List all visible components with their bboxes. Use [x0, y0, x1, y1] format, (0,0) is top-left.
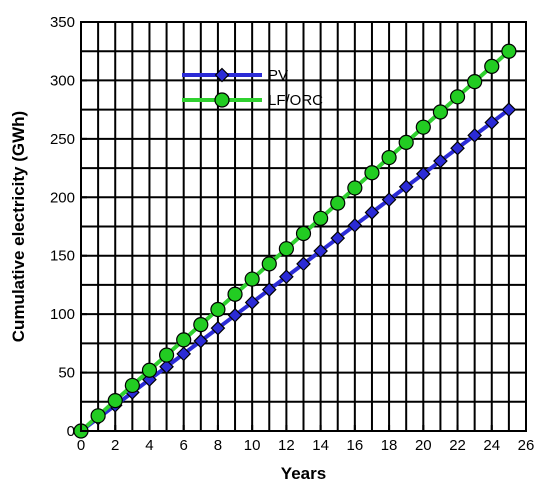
data-point: [484, 115, 500, 130]
y-tick-label: 0: [67, 423, 75, 440]
data-point: [279, 269, 294, 285]
data-point: [210, 301, 226, 318]
y-axis-title: Cumulative electricity (GWh): [9, 111, 28, 342]
x-tick-label: 24: [483, 437, 500, 454]
series-lf-orc: [73, 43, 517, 439]
data-point: [141, 362, 158, 378]
data-point: [381, 149, 397, 166]
data-point: [330, 195, 346, 211]
data-point: [244, 295, 260, 310]
series-pv: [73, 102, 517, 439]
data-point: [193, 333, 209, 349]
x-tick-label: 26: [518, 437, 535, 454]
x-tick-label: 12: [278, 437, 295, 454]
data-point: [313, 210, 329, 226]
data-point: [176, 332, 192, 348]
data-point: [347, 180, 363, 196]
data-point: [227, 286, 243, 302]
data-point: [501, 43, 517, 59]
data-point: [296, 256, 311, 272]
x-tick-label: 14: [312, 437, 329, 454]
legend-item: LF/ORC: [182, 92, 323, 109]
data-point: [295, 225, 312, 242]
series-layer: [73, 43, 517, 439]
legend-marker: [214, 92, 230, 108]
y-tick-label: 200: [50, 189, 75, 206]
x-tick-label: 16: [347, 437, 364, 454]
data-point: [467, 128, 483, 143]
x-tick-label: 0: [77, 437, 85, 454]
x-tick-label: 8: [214, 437, 222, 454]
y-tick-label: 100: [50, 306, 75, 323]
data-point: [124, 377, 140, 394]
y-tick-label: 50: [58, 365, 75, 382]
data-point: [313, 243, 328, 259]
data-point: [261, 282, 277, 297]
data-point: [467, 73, 483, 90]
data-point: [398, 134, 414, 150]
data-point: [501, 102, 517, 117]
data-point: [415, 166, 431, 182]
data-point: [484, 58, 500, 75]
data-point: [176, 346, 192, 362]
x-tick-label: 20: [415, 437, 432, 454]
data-point: [347, 217, 363, 233]
data-point: [261, 256, 277, 272]
y-tick-label: 250: [50, 131, 75, 148]
data-point: [227, 307, 243, 323]
x-tick-label: 18: [381, 437, 398, 454]
y-tick-label: 150: [50, 248, 75, 265]
x-tick-label: 10: [244, 437, 261, 454]
data-point: [450, 140, 465, 156]
data-point: [193, 317, 209, 333]
data-point: [364, 165, 380, 181]
legend: PV LF/ORC: [182, 67, 323, 109]
data-point: [432, 104, 449, 120]
data-point: [381, 192, 397, 207]
data-point: [210, 320, 226, 336]
tick-marks: [80, 21, 527, 432]
data-point: [90, 408, 106, 424]
x-tick-label: 6: [180, 437, 188, 454]
y-tick-label: 300: [50, 72, 75, 89]
data-point: [398, 179, 414, 195]
data-point: [158, 347, 175, 363]
legend-label: LF/ORC: [268, 92, 323, 109]
data-point: [364, 205, 380, 220]
series-line: [79, 108, 511, 433]
data-point: [107, 393, 123, 409]
data-point: [244, 271, 260, 287]
data-point: [278, 241, 294, 257]
x-tick-label: 22: [449, 437, 466, 454]
data-point: [159, 359, 174, 375]
x-tick-labels: 0 2 4 6 8 10 12 14 16 18 20 22 24 26: [77, 437, 535, 454]
legend-label: PV: [268, 67, 288, 84]
x-axis-title: Years: [281, 464, 326, 483]
data-point: [415, 119, 431, 135]
y-tick-label: 350: [50, 14, 75, 31]
x-tick-label: 2: [111, 437, 119, 454]
data-point: [449, 89, 466, 105]
x-tick-label: 4: [145, 437, 153, 454]
y-tick-labels: 0 50 100 150 200 250 300 350: [50, 14, 75, 440]
plot-frame: [80, 21, 527, 432]
legend-marker: [214, 67, 230, 83]
legend-item: PV: [182, 67, 288, 84]
data-point: [433, 153, 448, 169]
data-point: [330, 230, 346, 246]
